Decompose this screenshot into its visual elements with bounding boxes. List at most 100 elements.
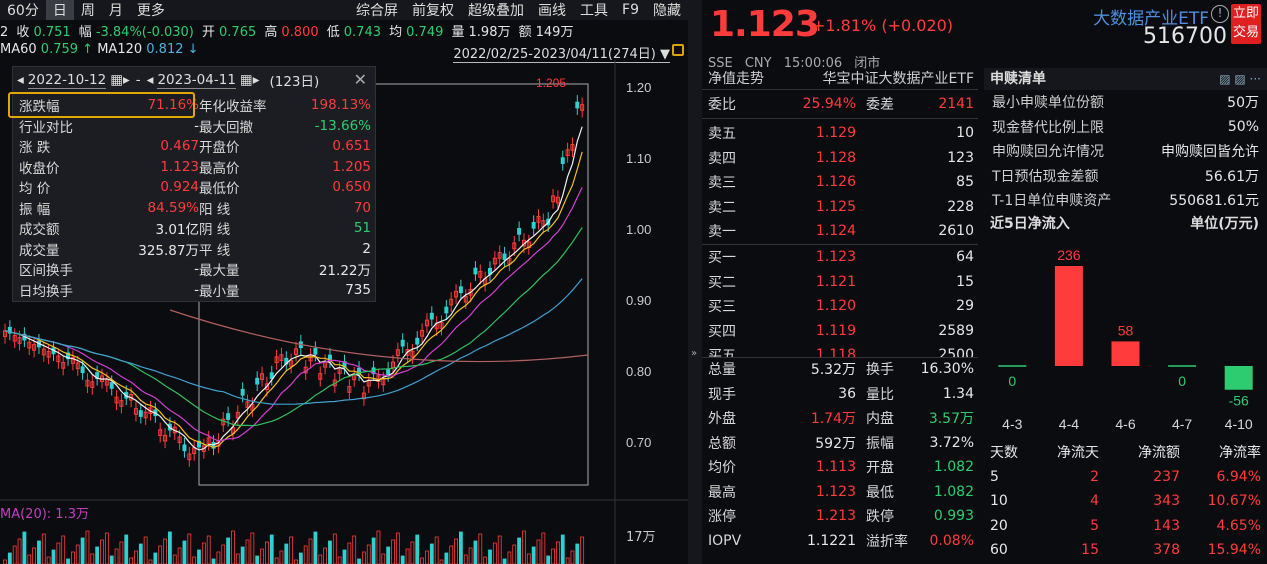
detail-value: 3.72%	[929, 434, 974, 451]
close-icon[interactable]: ✕	[353, 70, 367, 89]
candle-body	[177, 436, 182, 444]
flow-value-label: 236	[1057, 247, 1081, 263]
candle-body	[575, 101, 580, 109]
composite-screen-button[interactable]: 综合屏	[356, 3, 399, 19]
subscription-list: 最小申赎单位份额 50万 现金替代比例上限 50% 申购赎回允许情况 申购赎回皆允许 T日预…	[984, 90, 1267, 213]
candle-body	[114, 396, 119, 404]
quote-time: 15:00:06	[783, 56, 843, 71]
volume-bar	[255, 555, 260, 564]
period-day-button[interactable]: 日	[45, 0, 74, 20]
panel-tool-icons[interactable]: ▨ ▨ ···	[1219, 72, 1261, 86]
calendar-icon[interactable]: ▦	[110, 72, 124, 88]
date-separator: -	[135, 72, 141, 88]
volume-bar	[250, 532, 255, 564]
hide-button[interactable]: 隐藏	[653, 3, 681, 19]
candle-body	[376, 375, 381, 382]
volume-bar	[381, 553, 386, 564]
bid-row[interactable]: 买一 1.123 64	[702, 245, 978, 270]
flow-value-label: 58	[1118, 322, 1134, 338]
weicha-label: 委差	[866, 97, 894, 114]
nav-trend-link[interactable]: 净值走势	[708, 71, 764, 87]
etf-code: 516700	[1143, 24, 1227, 49]
period-week-button[interactable]: 周	[80, 3, 95, 19]
end-date-next-arrow-icon[interactable]: ▸	[252, 72, 260, 88]
stat-value: 0.651	[332, 138, 371, 155]
ask-row[interactable]: 卖三 1.126 85	[702, 170, 978, 195]
subscription-row: 申购赎回允许情况 申购赎回皆允许	[984, 139, 1267, 164]
info-icon[interactable]: !	[1211, 5, 1229, 23]
stat-label: 阴 线	[199, 222, 231, 239]
detail-label: 最低	[866, 484, 894, 501]
forward-adjust-button[interactable]: 前复权	[412, 3, 455, 19]
ask-row[interactable]: 卖四 1.128 123	[702, 146, 978, 171]
volume-ma-label: MA(20): 1.3万	[0, 507, 89, 522]
bid-row[interactable]: 买二 1.121 15	[702, 270, 978, 295]
volume-bar	[328, 540, 332, 564]
candle-body	[206, 437, 211, 445]
candle-body	[163, 434, 168, 442]
bid-price: 1.121	[815, 273, 856, 290]
candle-body	[429, 312, 434, 320]
bid-label: 买五	[708, 348, 736, 357]
volume-bar	[201, 542, 206, 564]
end-date-prev-arrow-icon[interactable]: ◂	[146, 72, 154, 88]
period-month-button[interactable]: 月	[108, 3, 123, 19]
stat-row: 平 线 2	[199, 239, 371, 260]
ask-row[interactable]: 卖二 1.125 228	[702, 195, 978, 220]
ask-row[interactable]: 卖五 1.129 10	[702, 121, 978, 146]
period-60min-button[interactable]: 60分	[7, 3, 39, 19]
volume-bar	[279, 550, 284, 564]
ask-row[interactable]: 卖一 1.124 2610	[702, 219, 978, 244]
start-date-next-arrow-icon[interactable]: ▸	[123, 72, 130, 88]
trade-now-button[interactable]: 立即交易	[1231, 4, 1261, 44]
interval-stats-header: ◂ 2022-10-12 ▦ ▸ - ◂ 2023-04-11 ▦ ▸ (123…	[13, 67, 375, 93]
stat-row: 成交额 3.01亿	[19, 218, 199, 239]
stat-label: 涨 跌	[19, 140, 51, 157]
start-date-field[interactable]: 2022-10-12	[27, 71, 107, 89]
volume-bar	[235, 553, 240, 564]
f9-button[interactable]: F9	[622, 2, 639, 18]
date-range-selector[interactable]: 2022/02/25-2023/04/11(274日) ▼	[453, 43, 670, 63]
candle-body	[473, 267, 478, 275]
volume-bar	[143, 536, 148, 564]
stat-label: 行业对比	[19, 119, 73, 136]
volume-bar	[134, 550, 138, 564]
subscription-label: T-1日单位申赎资产	[992, 193, 1112, 210]
flow-cell: 20	[990, 517, 1008, 534]
candle-body	[255, 377, 260, 385]
flow-cell: 5	[990, 468, 999, 485]
panel-divider[interactable]: »	[688, 0, 702, 564]
volume-bar	[473, 540, 478, 564]
volume-bar	[41, 533, 46, 564]
bid-volume: 2589	[938, 322, 974, 339]
volume-bar	[298, 552, 303, 564]
volume-bar	[526, 553, 531, 564]
bid-row[interactable]: 买三 1.120 29	[702, 294, 978, 319]
flow-cell: 4	[1090, 493, 1099, 510]
volume-bar	[439, 559, 444, 564]
candle-body	[294, 348, 298, 356]
stat-value: 735	[345, 281, 371, 298]
volume-bar	[434, 536, 439, 564]
tools-button[interactable]: 工具	[580, 3, 609, 19]
interval-days: (123日)	[269, 74, 320, 90]
detail-label: 总量	[708, 362, 736, 379]
end-date-field[interactable]: 2023-04-11	[157, 71, 236, 89]
candle-body	[109, 382, 114, 389]
bid-row[interactable]: 买五 1.118 2500	[702, 343, 978, 357]
volume-bar	[449, 545, 454, 564]
bid-row[interactable]: 买四 1.119 2589	[702, 319, 978, 344]
candle-body	[279, 354, 284, 361]
lock-icon[interactable]	[672, 44, 684, 56]
collapse-arrow-icon[interactable]: »	[691, 348, 698, 359]
high-value: 0.800	[281, 25, 319, 40]
start-date-prev-arrow-icon[interactable]: ◂	[17, 72, 24, 88]
calendar-icon[interactable]: ▦	[239, 72, 253, 88]
candle-body	[536, 216, 541, 223]
candle-body	[492, 257, 497, 265]
draw-line-button[interactable]: 画线	[538, 3, 567, 19]
super-overlay-button[interactable]: 超级叠加	[468, 3, 525, 19]
flow-category-label: 4-4	[1059, 416, 1079, 432]
tracked-index-name[interactable]: 华宝中证大数据产业ETF	[822, 71, 974, 87]
more-periods-button[interactable]: 更多	[136, 3, 165, 19]
